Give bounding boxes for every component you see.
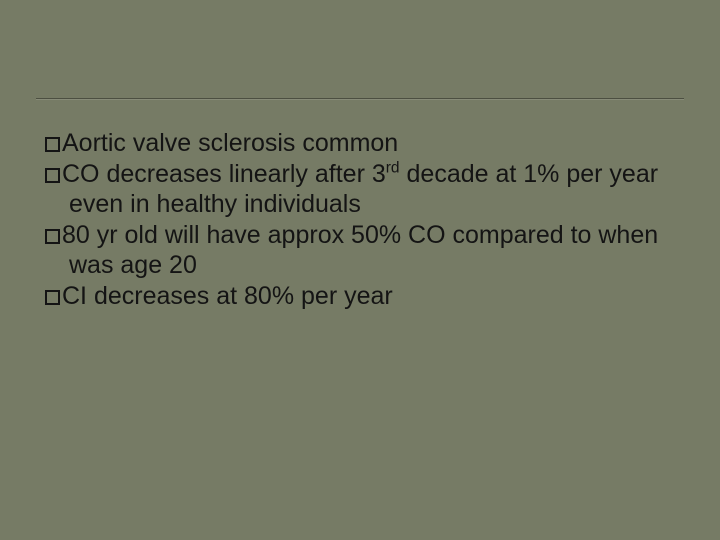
bullet-text: CI decreases at 80% per year bbox=[62, 282, 393, 310]
list-item: 80 yr old will have approx 50% CO compar… bbox=[45, 220, 660, 281]
square-bullet-icon bbox=[45, 137, 60, 152]
horizontal-rule bbox=[36, 98, 684, 100]
list-item: CI decreases at 80% per year bbox=[45, 281, 660, 312]
list-item: Aortic valve sclerosis common bbox=[45, 128, 660, 159]
square-bullet-icon bbox=[45, 290, 60, 305]
bullet-list: Aortic valve sclerosis common CO decreas… bbox=[45, 128, 660, 311]
list-item: CO decreases linearly after 3rd decade a… bbox=[45, 159, 660, 220]
bullet-text: 80 yr old will have approx 50% CO compar… bbox=[62, 221, 658, 280]
bullet-sup: rd bbox=[386, 159, 400, 176]
square-bullet-icon bbox=[45, 168, 60, 183]
bullet-text-before: CO decreases linearly after 3 bbox=[62, 160, 386, 188]
slide: Aortic valve sclerosis common CO decreas… bbox=[0, 0, 720, 540]
bullet-text: Aortic valve sclerosis common bbox=[62, 129, 398, 157]
square-bullet-icon bbox=[45, 229, 60, 244]
